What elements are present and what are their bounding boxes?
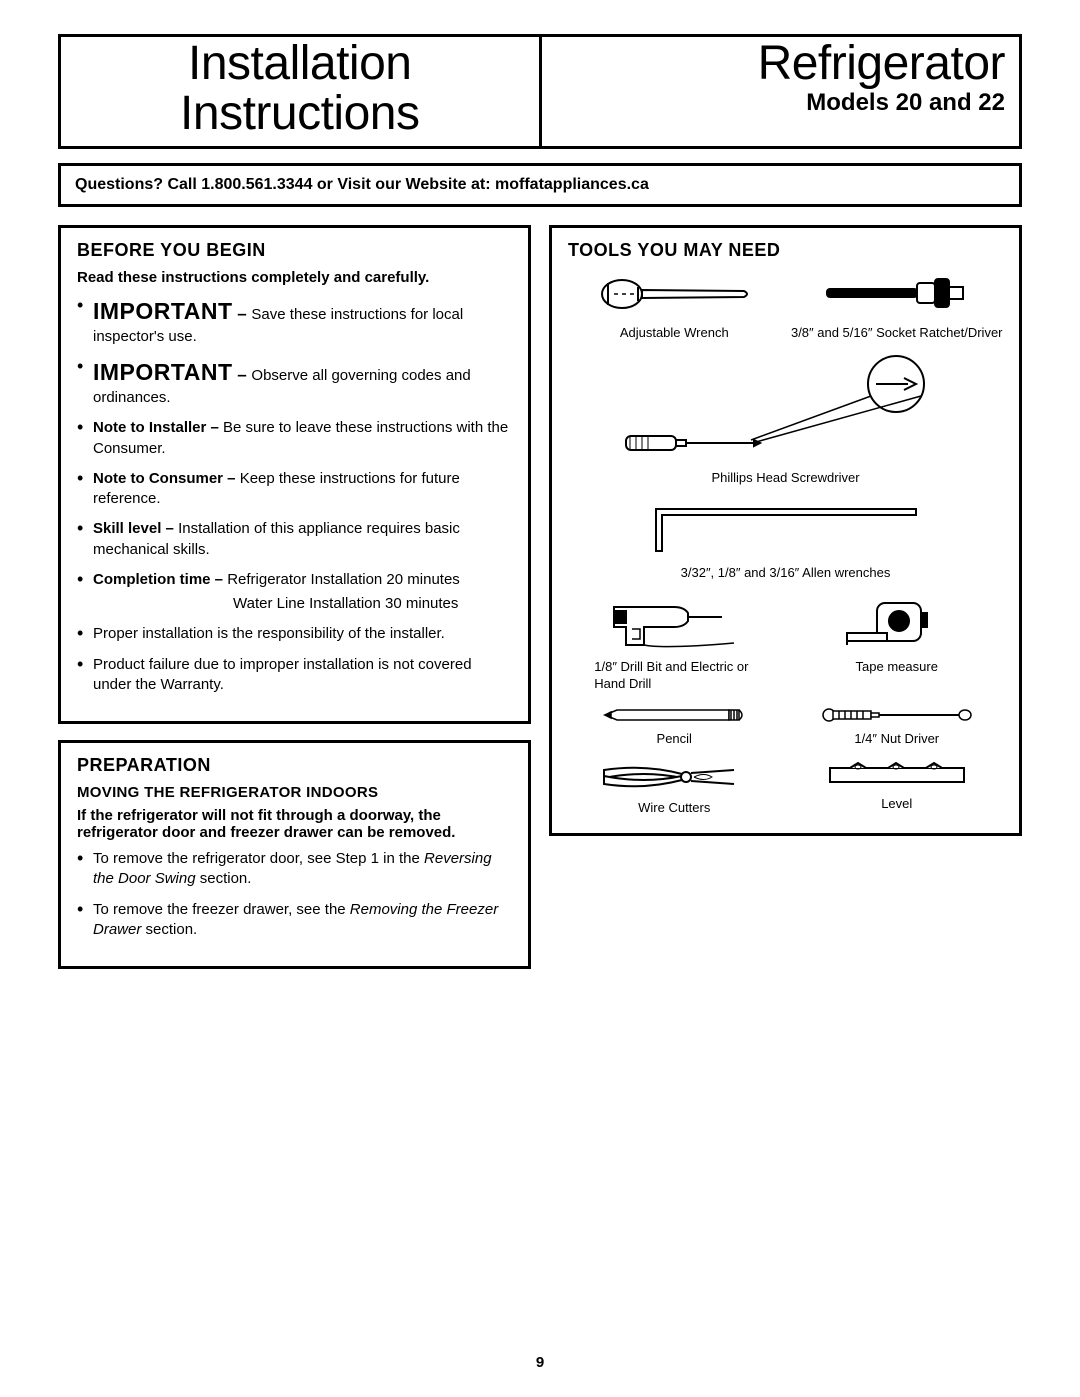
skill-label: Skill level – (93, 520, 178, 537)
prep-title: PREPARATION (77, 755, 512, 776)
prep-lead: If the refrigerator will not fit through… (77, 807, 512, 841)
level-icon (822, 760, 972, 790)
tool-drill: 1/8″ Drill Bit and Electric or Hand Dril… (594, 593, 754, 693)
tool-label: Adjustable Wrench (620, 325, 729, 342)
prep-item1b: section. (196, 870, 252, 887)
questions-text: Questions? Call 1.800.561.3344 or Visit … (75, 176, 1005, 194)
before-lead: Read these instructions completely and c… (77, 269, 512, 286)
header-right: Refrigerator Models 20 and 22 (542, 37, 1020, 146)
before-title: BEFORE YOU BEGIN (77, 240, 512, 261)
tool-label: Level (881, 796, 912, 813)
list-item: Proper installation is the responsibilit… (77, 624, 512, 644)
proper-install-text: Proper installation is the responsibilit… (93, 625, 445, 642)
title-installation: Installation (75, 39, 525, 89)
header-row: Installation Instructions Refrigerator M… (58, 34, 1022, 149)
list-item: Skill level – Installation of this appli… (77, 519, 512, 560)
tool-allen: 3/32″, 1/8″ and 3/16″ Allen wrenches (636, 499, 936, 582)
list-item: Note to Installer – Be sure to leave the… (77, 418, 512, 459)
failure-text: Product failure due to improper installa… (93, 656, 472, 693)
dash: – (233, 304, 252, 323)
tool-tape: Tape measure (837, 593, 957, 693)
tool-cutters: Wire Cutters (594, 760, 754, 817)
tool-label: 1/4″ Nut Driver (854, 731, 939, 748)
tool-label: Tape measure (856, 659, 938, 676)
note-installer-label: Note to Installer – (93, 419, 223, 436)
title-models: Models 20 and 22 (556, 89, 1006, 117)
before-you-begin-box: BEFORE YOU BEGIN Read these instructions… (58, 225, 531, 724)
drill-icon (594, 593, 754, 653)
tool-label: 3/32″, 1/8″ and 3/16″ Allen wrenches (681, 565, 891, 582)
list-item: Note to Consumer – Keep these instructio… (77, 469, 512, 510)
page-number: 9 (0, 1354, 1080, 1371)
prep-subhead: MOVING THE REFRIGERATOR INDOORS (77, 784, 512, 801)
title-instructions: Instructions (75, 89, 525, 139)
list-item: Completion time – Refrigerator Installat… (77, 570, 512, 615)
prep-item2b: section. (141, 921, 197, 938)
wrench-icon (594, 269, 754, 319)
list-item: IMPORTANT – Observe all governing codes … (77, 357, 512, 408)
tool-level: Level (822, 760, 972, 817)
tool-label: 1/8″ Drill Bit and Electric or Hand Dril… (594, 659, 754, 693)
cutters-icon (594, 760, 754, 794)
tools-box: TOOLS YOU MAY NEED Adjustable W (549, 225, 1022, 836)
nut-driver-icon (817, 705, 977, 725)
note-consumer-label: Note to Consumer – (93, 470, 240, 487)
tool-pencil: Pencil (599, 705, 749, 748)
tool-label: Wire Cutters (638, 800, 710, 817)
tool-label: 3/8″ and 5/16″ Socket Ratchet/Driver (791, 325, 1003, 342)
list-item: To remove the freezer drawer, see the Re… (77, 900, 512, 941)
tool-wrench: Adjustable Wrench (594, 269, 754, 342)
tool-label: Phillips Head Screwdriver (711, 470, 859, 487)
tool-phillips: Phillips Head Screwdriver (596, 354, 976, 487)
list-item: To remove the refrigerator door, see Ste… (77, 849, 512, 890)
screwdriver-icon (596, 354, 976, 464)
left-column: BEFORE YOU BEGIN Read these instructions… (58, 225, 531, 969)
tool-nut-driver: 1/4″ Nut Driver (817, 705, 977, 748)
prep-item2a: To remove the freezer drawer, see the (93, 901, 350, 918)
pencil-icon (599, 705, 749, 725)
completion-text-1: Refrigerator Installation 20 minutes (227, 571, 460, 588)
right-column: TOOLS YOU MAY NEED Adjustable W (549, 225, 1022, 969)
title-refrigerator: Refrigerator (556, 39, 1006, 89)
prep-item1a: To remove the refrigerator door, see Ste… (93, 850, 424, 867)
completion-text-2: Water Line Installation 30 minutes (233, 594, 512, 614)
important-label: IMPORTANT (93, 298, 233, 324)
header-left: Installation Instructions (61, 37, 542, 146)
preparation-box: PREPARATION MOVING THE REFRIGERATOR INDO… (58, 740, 531, 969)
dash: – (233, 365, 252, 384)
allen-icon (636, 499, 936, 559)
tool-label: Pencil (657, 731, 692, 748)
socket-icon (817, 269, 977, 319)
tools-title: TOOLS YOU MAY NEED (568, 240, 1003, 261)
list-item: Product failure due to improper installa… (77, 655, 512, 696)
tape-icon (837, 593, 957, 653)
questions-box: Questions? Call 1.800.561.3344 or Visit … (58, 163, 1022, 207)
tool-socket: 3/8″ and 5/16″ Socket Ratchet/Driver (791, 269, 1003, 342)
important-label: IMPORTANT (93, 359, 233, 385)
completion-label: Completion time – (93, 571, 227, 588)
list-item: IMPORTANT – Save these instructions for … (77, 296, 512, 347)
